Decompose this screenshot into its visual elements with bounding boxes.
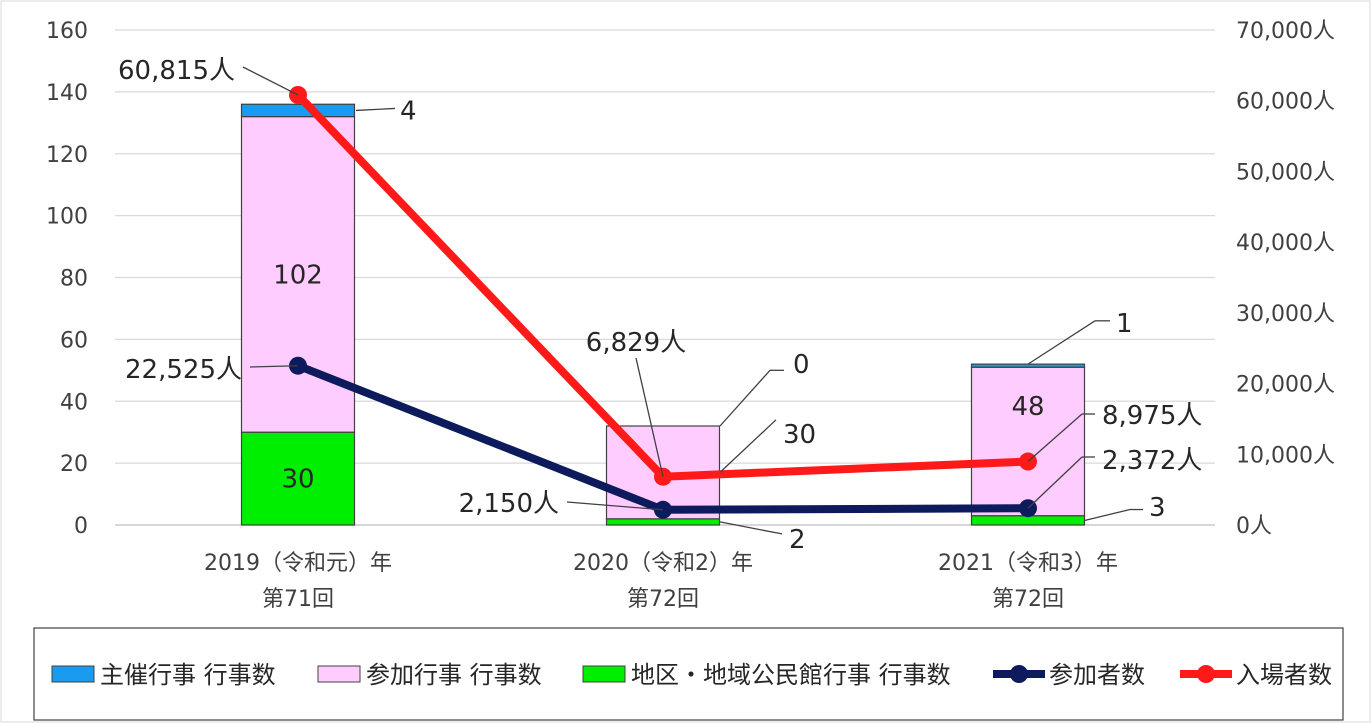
left-axis-tick: 80 bbox=[60, 267, 88, 292]
series-line bbox=[295, 92, 1029, 481]
bar-segment bbox=[970, 363, 1086, 368]
line-value-label: 8,975人 bbox=[1102, 401, 1202, 431]
leader-line bbox=[719, 419, 777, 473]
left-axis-tick: 140 bbox=[46, 81, 88, 106]
bar-value-label: 30 bbox=[281, 465, 314, 495]
category-label: 2021（令和3）年 bbox=[938, 551, 1118, 576]
line-value-label: 22,525人 bbox=[125, 355, 242, 385]
bar-segment bbox=[240, 431, 356, 526]
legend-swatch bbox=[317, 665, 361, 683]
leader-line bbox=[1084, 508, 1131, 521]
bar-value-label: 0 bbox=[793, 350, 810, 380]
left-axis-tick: 0 bbox=[74, 514, 88, 539]
bar-value-label: 2 bbox=[789, 525, 806, 555]
bar-segment bbox=[605, 518, 721, 526]
legend-label: 参加行事 行事数 bbox=[366, 661, 542, 689]
right-axis-tick: 30,000人 bbox=[1236, 302, 1335, 327]
legend-label: 入場者数 bbox=[1236, 661, 1332, 689]
right-axis-tick: 40,000人 bbox=[1236, 231, 1335, 256]
line-value-label: 2,372人 bbox=[1102, 446, 1202, 476]
leader-line bbox=[635, 357, 664, 477]
legend-swatch bbox=[582, 665, 626, 683]
category-sublabel: 第72回 bbox=[992, 587, 1064, 612]
category-label: 2019（令和元）年 bbox=[204, 551, 392, 576]
left-axis-tick: 60 bbox=[60, 328, 88, 353]
right-axis-tick: 60,000人 bbox=[1236, 90, 1335, 115]
leader-line bbox=[719, 521, 783, 535]
leader-line bbox=[1027, 456, 1083, 509]
bar-segment bbox=[240, 103, 356, 118]
bar-value-label: 102 bbox=[273, 260, 323, 290]
bar-value-label: 1 bbox=[1116, 309, 1133, 339]
left-axis-tick: 20 bbox=[60, 452, 88, 477]
left-axis-tick: 120 bbox=[46, 143, 88, 168]
leader-line bbox=[1027, 320, 1096, 365]
legend-label: 地区・地域公民館行事 行事数 bbox=[631, 661, 951, 689]
left-axis-tick: 100 bbox=[46, 205, 88, 230]
leader-line bbox=[1027, 413, 1083, 463]
right-axis-tick: 0人 bbox=[1236, 514, 1272, 539]
line-value-label: 60,815人 bbox=[118, 56, 235, 86]
bar-value-label: 30 bbox=[783, 420, 816, 450]
category-sublabel: 第72回 bbox=[627, 587, 699, 612]
legend-label: 参加者数 bbox=[1049, 661, 1145, 689]
leader-line bbox=[355, 107, 396, 112]
left-axis-tick: 40 bbox=[60, 390, 88, 415]
leader-line bbox=[566, 501, 664, 511]
legend-label: 主催行事 行事数 bbox=[100, 661, 276, 689]
bar-value-label: 4 bbox=[400, 96, 417, 126]
leader-line bbox=[242, 66, 299, 96]
legend-marker bbox=[1010, 665, 1028, 683]
category-sublabel: 第71回 bbox=[262, 587, 334, 612]
leader-line bbox=[719, 369, 771, 427]
right-axis-tick: 10,000人 bbox=[1236, 443, 1335, 468]
bar-segment bbox=[970, 366, 1086, 517]
bar-value-label: 48 bbox=[1011, 392, 1044, 422]
leader-line bbox=[249, 365, 299, 368]
legend-box bbox=[33, 627, 1344, 721]
left-axis-tick: 160 bbox=[46, 19, 88, 44]
line-value-label: 6,829人 bbox=[586, 328, 686, 358]
bar-value-label: 3 bbox=[1149, 493, 1166, 523]
right-axis-tick: 70,000人 bbox=[1236, 19, 1335, 44]
legend-marker bbox=[1197, 665, 1215, 683]
right-axis-tick: 20,000人 bbox=[1236, 373, 1335, 398]
right-axis-tick: 50,000人 bbox=[1236, 160, 1335, 185]
line-value-label: 2,150人 bbox=[459, 489, 559, 519]
legend-swatch bbox=[51, 665, 95, 683]
category-label: 2020（令和2）年 bbox=[573, 551, 753, 576]
